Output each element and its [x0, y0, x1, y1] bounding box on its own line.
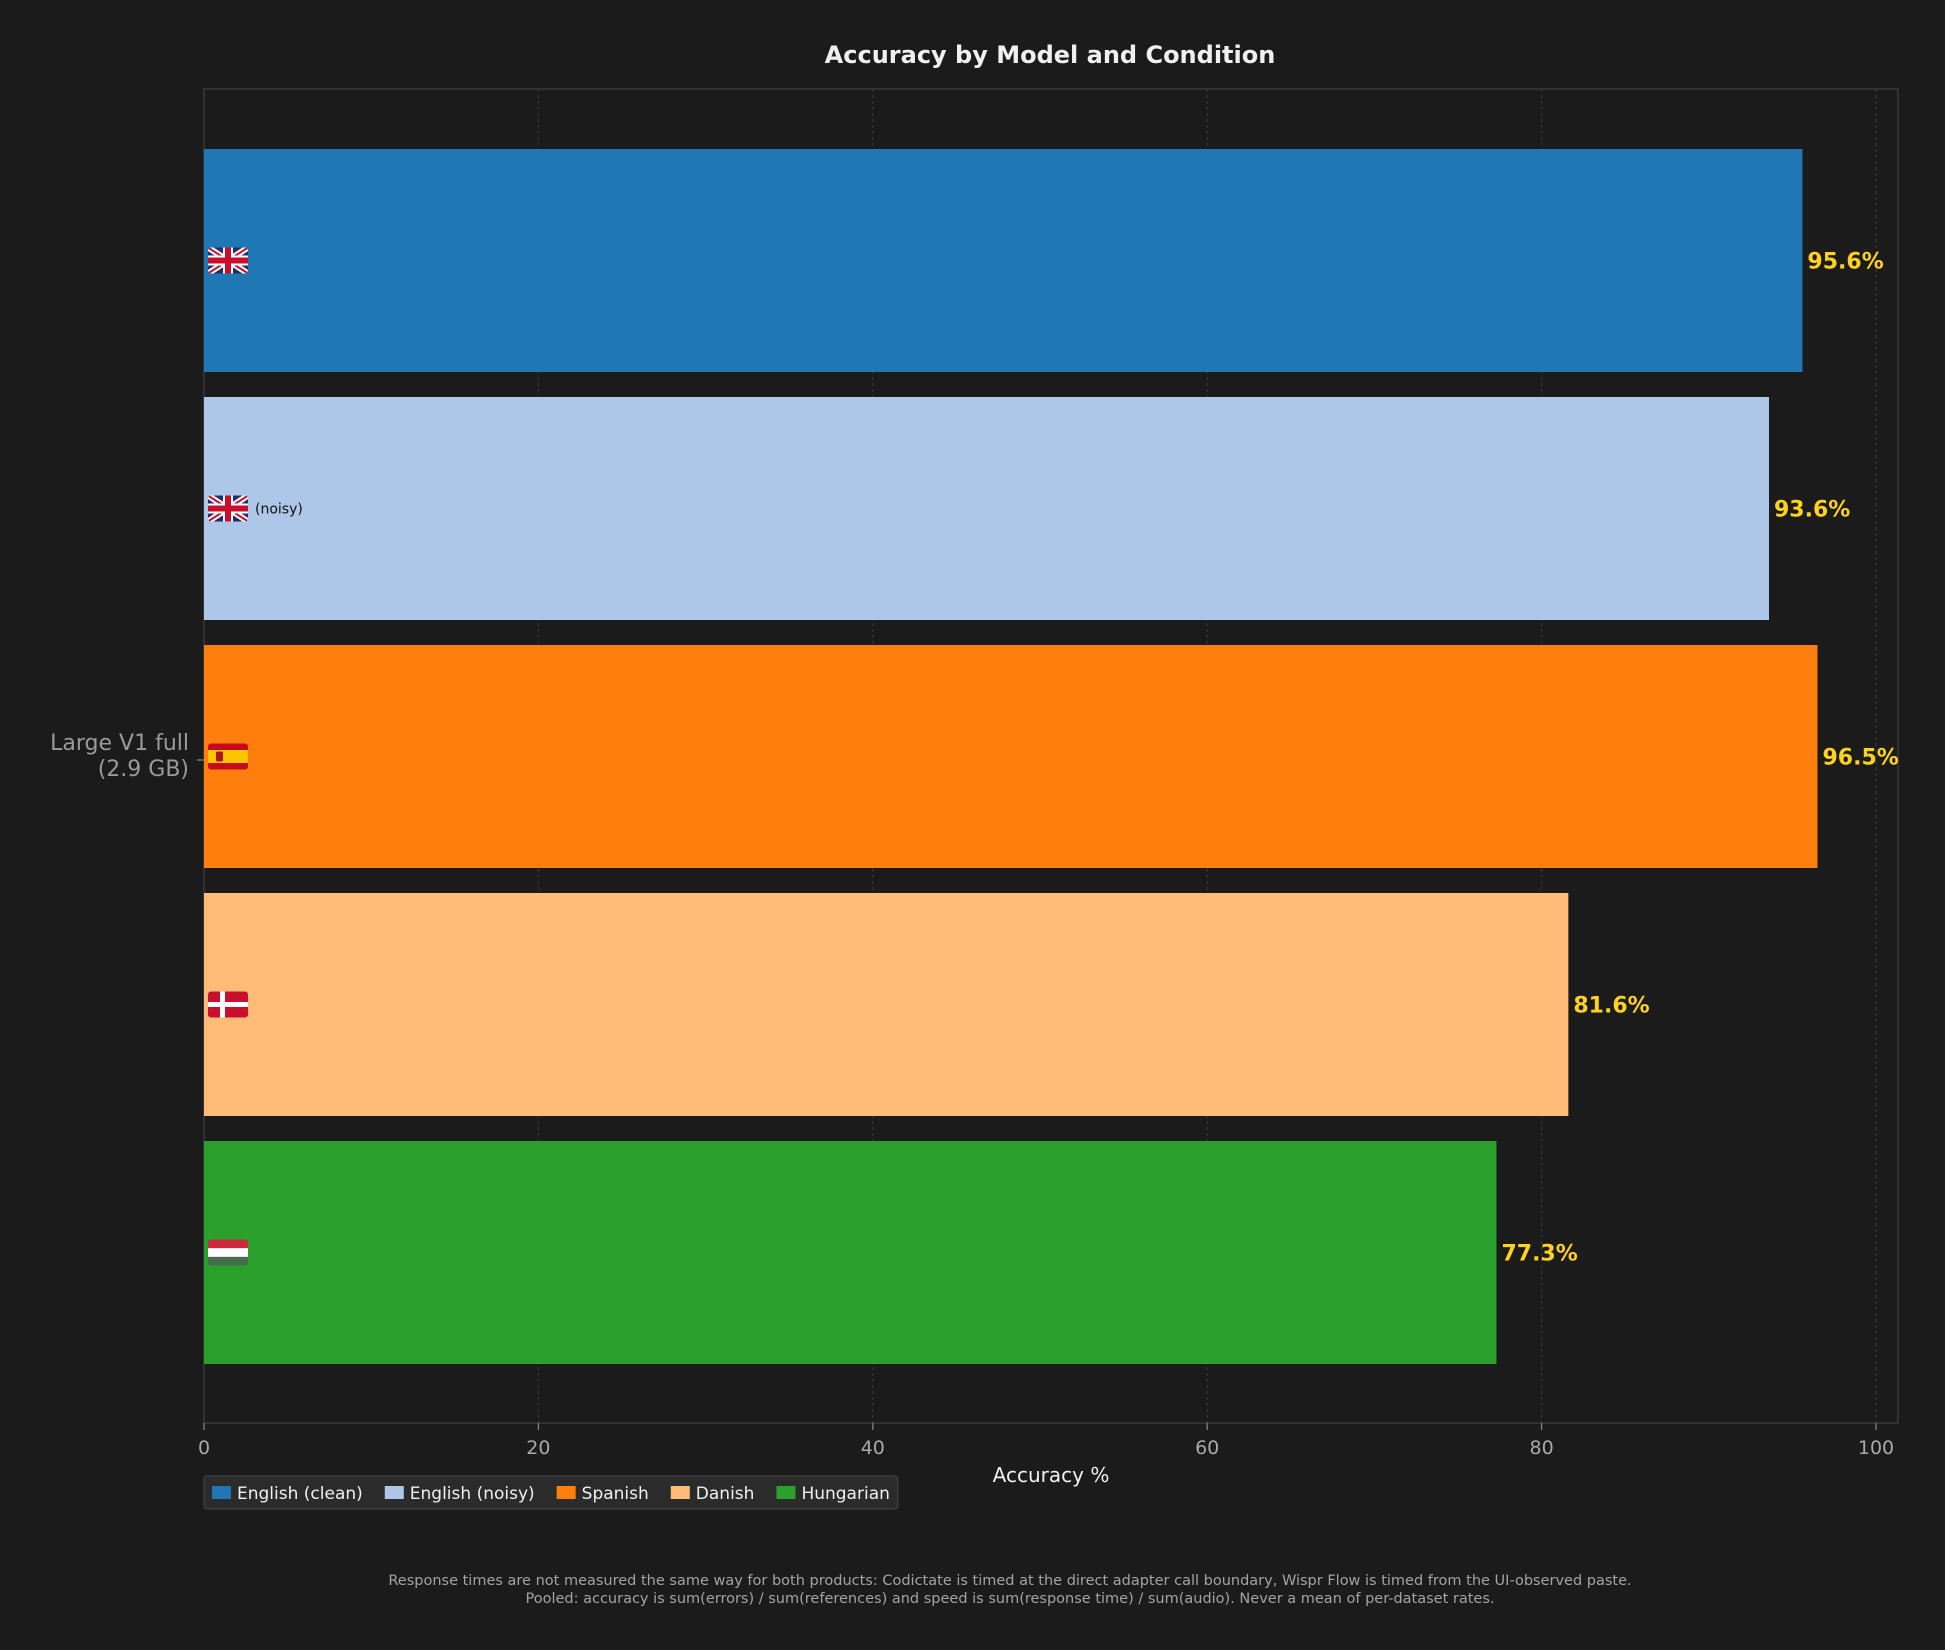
- x-tick-label: 0: [198, 1437, 210, 1459]
- footnote-line-1: Response times are not measured the same…: [388, 1573, 1631, 1589]
- chart-title: Accuracy by Model and Condition: [825, 41, 1276, 69]
- flag-gb-icon: [208, 247, 248, 274]
- legend-label: Spanish: [582, 1484, 649, 1504]
- value-label: 81.6%: [1573, 994, 1649, 1019]
- legend-box: [203, 1475, 899, 1510]
- flag-es-icon: [208, 743, 248, 770]
- flag-dk-icon: [208, 991, 248, 1018]
- x-tick-label: 60: [1195, 1437, 1219, 1459]
- bar-english-clean: [204, 149, 1803, 372]
- legend-swatch: [776, 1486, 796, 1499]
- value-label: 96.5%: [1822, 746, 1898, 771]
- value-label: 95.6%: [1807, 250, 1883, 275]
- y-axis-categories: Large V1 full (2.9 GB): [50, 731, 204, 782]
- x-tick-label: 100: [1858, 1437, 1894, 1459]
- legend-label: Hungarian: [801, 1484, 889, 1504]
- bar-hungarian: [204, 1141, 1497, 1364]
- bar-english-noisy: [204, 397, 1769, 620]
- bar-danish: [204, 893, 1569, 1116]
- x-tick-label: 80: [1530, 1437, 1554, 1459]
- legend-label: English (noisy): [410, 1484, 535, 1504]
- value-label: 93.6%: [1774, 498, 1850, 523]
- bars: 95.6% (noisy) 93.6% 96.5% 81.6% 77.3%: [204, 149, 1899, 1364]
- x-axis-label: Accuracy %: [993, 1463, 1110, 1487]
- bar-suffix-label: (noisy): [255, 502, 303, 518]
- x-tick-label: 20: [526, 1437, 550, 1459]
- legend-swatch: [384, 1486, 404, 1499]
- y-category-label: Large V1 full (2.9 GB): [50, 731, 189, 782]
- flag-hu-icon: [208, 1239, 248, 1266]
- bar-spanish: [204, 645, 1818, 868]
- x-tick-label: 40: [861, 1437, 885, 1459]
- x-axis-ticks: 0 20 40 60 80 100: [198, 1423, 1894, 1459]
- footnote-line-2: Pooled: accuracy is sum(errors) / sum(re…: [525, 1591, 1494, 1607]
- legend-label: English (clean): [237, 1484, 363, 1504]
- flag-gb-icon: [208, 495, 248, 522]
- legend-label: Danish: [696, 1484, 755, 1504]
- value-label: 77.3%: [1501, 1242, 1577, 1267]
- legend-swatch: [212, 1486, 231, 1499]
- legend-swatch: [556, 1486, 576, 1499]
- legend-swatch: [670, 1486, 690, 1499]
- legend: English (clean) English (noisy) Spanish Dan…: [203, 1475, 899, 1510]
